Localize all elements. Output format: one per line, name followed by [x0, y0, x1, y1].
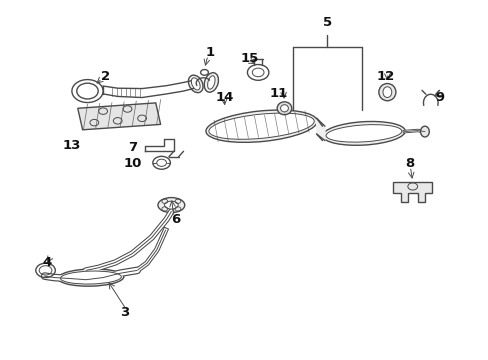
- Ellipse shape: [382, 87, 391, 98]
- Ellipse shape: [61, 271, 121, 284]
- Ellipse shape: [158, 198, 184, 213]
- Polygon shape: [78, 103, 160, 130]
- Ellipse shape: [188, 75, 203, 93]
- Text: 11: 11: [269, 87, 287, 100]
- Text: 8: 8: [405, 157, 414, 170]
- Text: 12: 12: [376, 69, 394, 82]
- Text: 7: 7: [127, 141, 137, 154]
- Ellipse shape: [205, 110, 317, 142]
- Text: 2: 2: [101, 69, 110, 82]
- Ellipse shape: [420, 126, 428, 137]
- Text: 6: 6: [171, 213, 181, 226]
- Polygon shape: [316, 118, 325, 140]
- Ellipse shape: [277, 102, 291, 115]
- Ellipse shape: [58, 269, 123, 286]
- Ellipse shape: [322, 121, 405, 145]
- Ellipse shape: [191, 78, 200, 90]
- Polygon shape: [392, 182, 431, 202]
- Ellipse shape: [164, 201, 178, 209]
- Ellipse shape: [325, 125, 401, 142]
- Text: 13: 13: [62, 139, 81, 152]
- Text: 1: 1: [205, 46, 215, 59]
- Text: 3: 3: [120, 306, 129, 319]
- Ellipse shape: [208, 113, 314, 139]
- Text: 5: 5: [322, 16, 331, 29]
- Text: 9: 9: [434, 91, 443, 104]
- Ellipse shape: [280, 105, 288, 112]
- Ellipse shape: [207, 76, 215, 89]
- Text: 4: 4: [42, 256, 52, 269]
- Text: 14: 14: [215, 91, 234, 104]
- Text: 10: 10: [123, 157, 141, 170]
- Text: 15: 15: [240, 51, 258, 64]
- Ellipse shape: [378, 84, 395, 101]
- Ellipse shape: [204, 73, 218, 92]
